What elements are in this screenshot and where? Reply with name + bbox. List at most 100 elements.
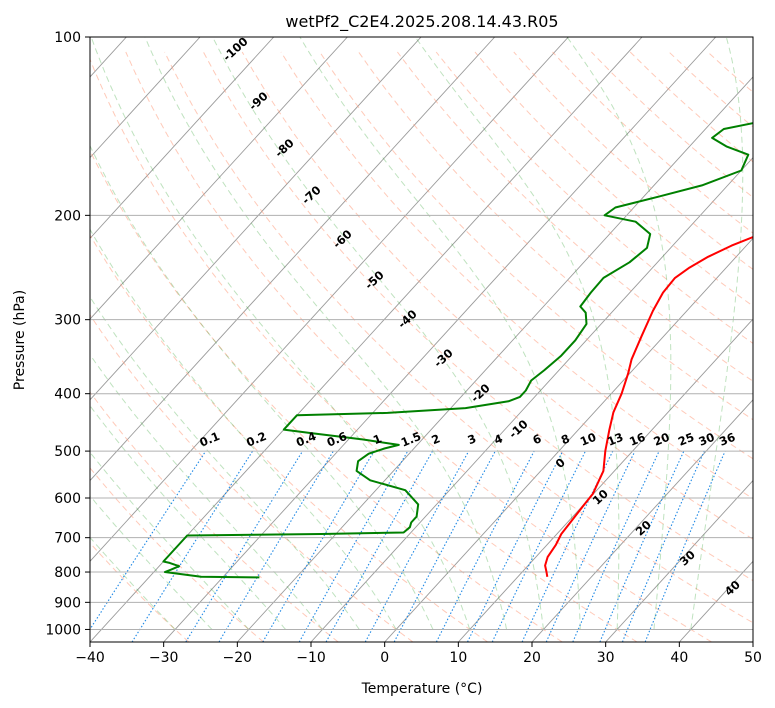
dry-adiabat [90,542,190,642]
isotherm-label: 30 [677,547,698,568]
moist-adiabat [90,144,434,630]
mixing-ratio-label: 4 [492,431,505,447]
isotherm-label: -40 [395,307,420,331]
mixing-ratio-label: 13 [605,430,625,449]
y-tick-label: 700 [54,531,81,547]
x-tick-label: 10 [449,650,467,666]
series-layer [162,122,753,579]
x-tick-label: 50 [744,650,762,666]
dry-adiabat [125,51,712,642]
mixing-ratio-line [298,450,409,642]
plot-frame [89,36,754,643]
isotherm-label: -10 [506,417,531,441]
isotherm-label: 0 [553,455,568,471]
moist-adiabat [90,228,397,630]
isotherm-label: -60 [330,227,355,251]
mixing-ratio-label: 1.5 [399,429,423,450]
mixing-ratio-line [621,450,705,642]
y-tick-label: 800 [54,565,81,581]
mixing-ratio-label: 20 [651,430,671,449]
dry-adiabat [280,51,753,500]
dry-adiabat [241,51,753,540]
dry-adiabat [513,51,753,271]
mixing-ratio-line [364,450,470,642]
isotherm-label: -80 [272,136,297,160]
mixing-ratio-label: 0.1 [198,429,222,450]
moist-adiabat [90,495,213,630]
dry-adiabat [90,149,563,642]
mixing-ratio-line [572,450,660,642]
isotherm-line [458,318,753,642]
mixing-ratio-line [521,450,614,642]
moist-adiabat [90,451,250,630]
mixing-ratio-line [491,450,586,642]
x-tick-label: 20 [523,650,541,666]
mixing-ratio-label: 10 [578,430,598,449]
y-tick-label: 600 [54,491,81,507]
isotherm-line [90,37,275,240]
y-tick-label: 1000 [45,622,81,638]
isotherm-line [90,37,348,320]
mixing-ratio-label: 0.6 [325,429,349,450]
dry-adiabat [90,313,414,642]
isotherm-line [90,37,201,159]
line-labels: 0.1 0.2 0.4 0.6 1 1.5 2 3 4 6 8 10 13 16 20 25 30 36-100-… [198,34,743,598]
y-tick-label: 200 [54,208,81,224]
isotherm-line [384,237,753,642]
mixing-ratio-label: 6 [531,431,544,447]
moist-adiabat [414,37,620,630]
isotherm-label: 20 [633,517,654,538]
dry-adiabat [474,51,753,307]
isotherm-line [531,399,753,642]
mixing-ratio-line [393,450,496,642]
mixing-ratio-line [644,450,726,642]
x-tick-label: −30 [149,650,179,666]
isotherm-line [237,76,753,642]
dry-adiabat [90,467,264,642]
y-tick-label: 100 [54,30,81,46]
x-axis-label: Temperature (°C) [361,681,483,697]
x-tick-label: −20 [223,650,253,666]
moist-adiabat [90,353,323,630]
moist-adiabat [90,296,360,630]
mixing-ratio-line [435,450,535,642]
moist-adiabat [90,404,286,630]
mixing-ratio-label: 0.2 [244,429,268,450]
isotherm-line [605,479,753,642]
mixing-ratio-line [467,450,564,642]
isotherm-label: -50 [362,268,387,292]
isotherm-line [90,37,422,401]
isotherm-line [163,37,717,642]
mixing-ratio-label: 30 [696,430,716,449]
mixing-ratio-line [599,450,685,642]
mixing-ratio-line [90,450,207,631]
x-tick-label: −40 [75,650,105,666]
y-tick-label: 900 [54,595,81,611]
dry-adiabat [202,51,753,582]
x-tick-label: 30 [597,650,615,666]
mixing-ratio-line [325,450,433,642]
mixing-ratio-label: 3 [465,431,478,447]
x-tick-label: 40 [670,650,688,666]
y-axis-label: Pressure (hPa) [12,290,28,390]
x-tick-label: 0 [380,650,389,666]
isotherm-line [90,37,496,482]
chart-title: wetPf2_C2E4.2025.208.14.43.R05 [285,12,558,32]
moist-adiabat [566,37,672,630]
isotherm-label: -30 [431,346,456,370]
axes-layer: −40 −30 −20 −10 0 10 20 30 40 5010020030040050060… [45,30,762,666]
mixing-ratio-line [262,450,375,642]
moist-adiabat [90,37,471,630]
moist-adiabat [299,37,581,630]
y-tick-label: 500 [54,444,81,460]
dry-adiabat [90,234,488,642]
dry-adiabat [435,51,753,344]
mixing-ratio-label: 25 [676,430,696,449]
mixing-ratio-line [185,450,304,642]
dry-adiabat [358,51,753,421]
dry-adiabat [90,391,339,642]
mixing-ratio-line [131,450,254,642]
dry-adiabat [164,51,753,624]
mixing-ratio-label: 1 [371,431,384,447]
